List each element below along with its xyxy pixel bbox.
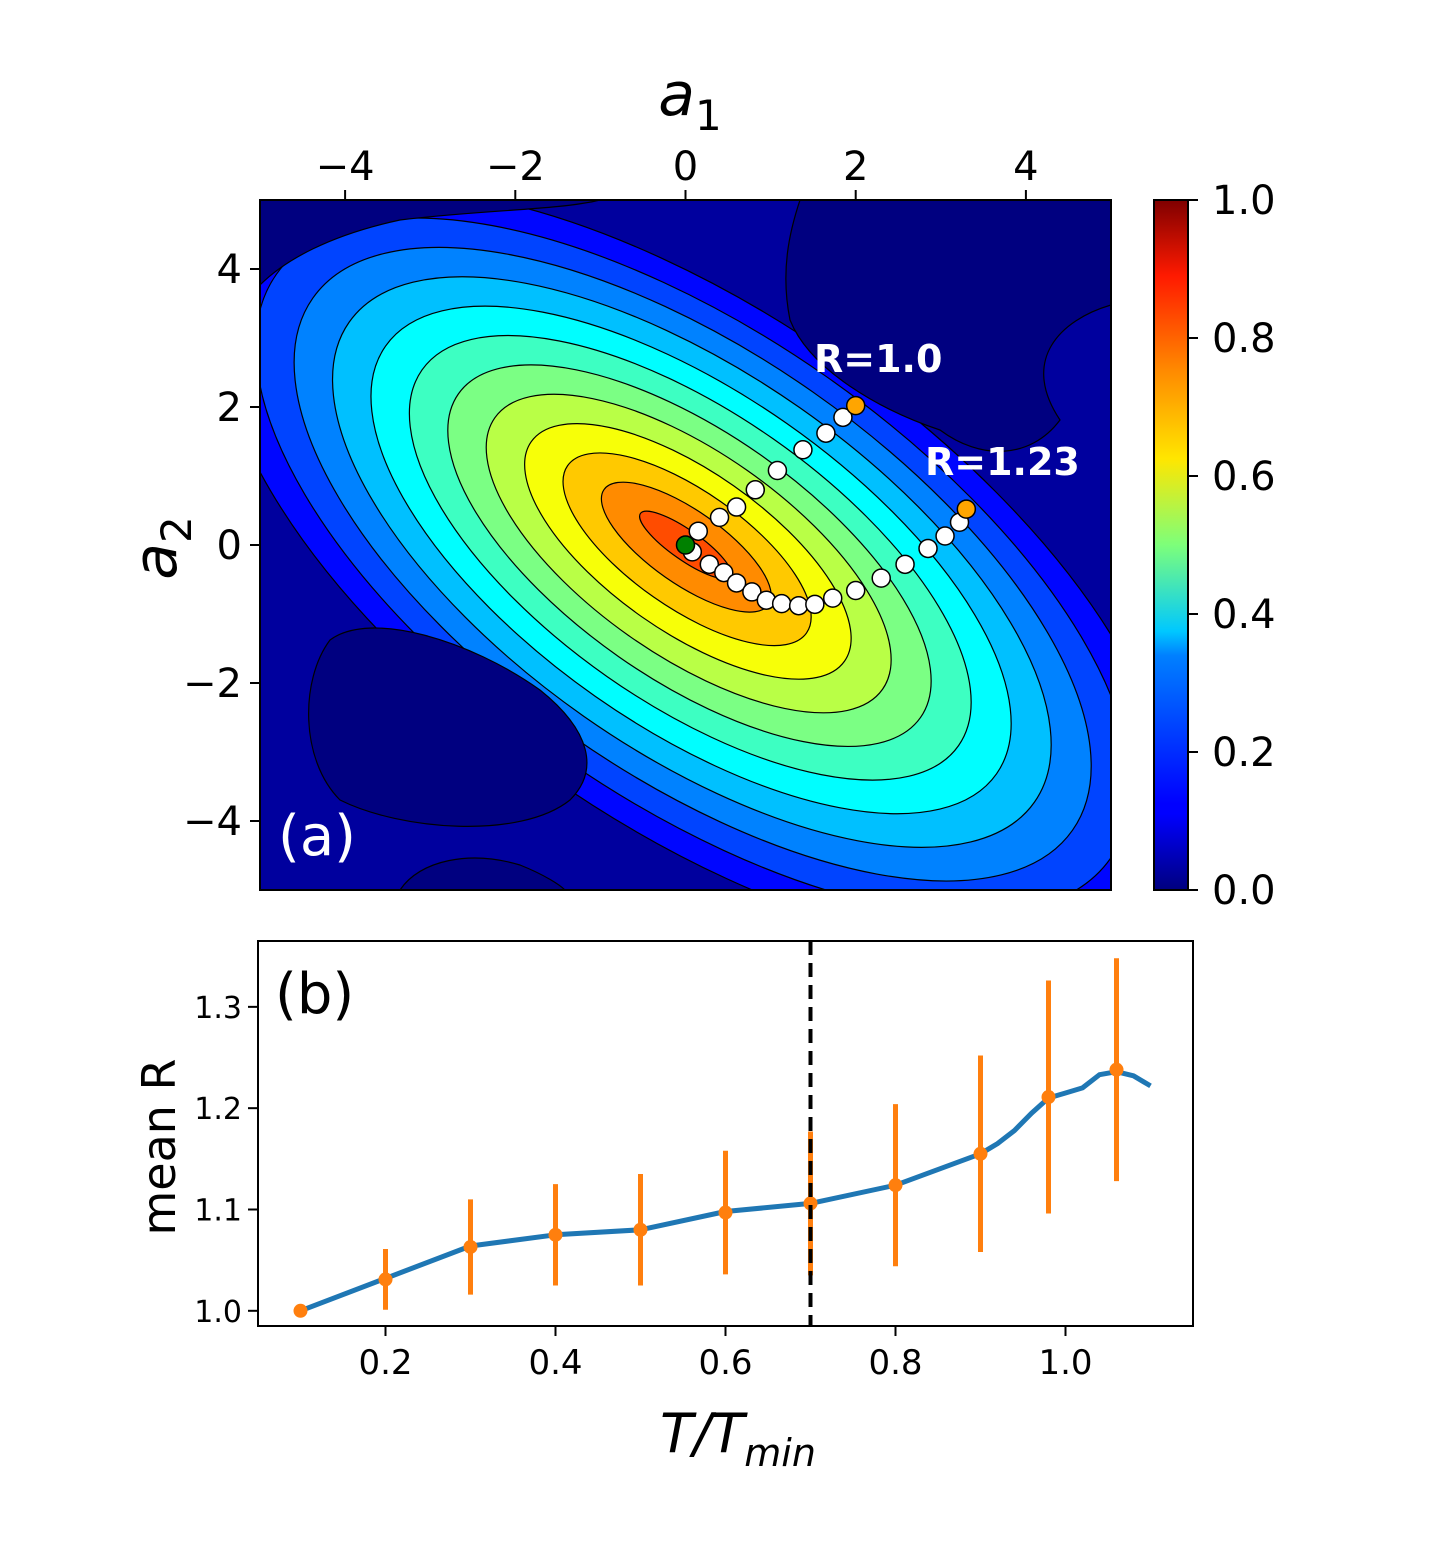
x-tick-label: 2	[843, 144, 868, 190]
colorbar-tick-label: 0.4	[1212, 592, 1276, 638]
trajectory-point	[709, 507, 730, 528]
colorbar-tick-label: 0.6	[1212, 454, 1276, 500]
trajectories	[675, 395, 977, 616]
panel-label-a: (a)	[278, 804, 356, 869]
y-tick-label: 1.0	[194, 1295, 242, 1330]
colorbar-tick-label: 0.8	[1212, 316, 1276, 362]
trajectory-point	[699, 554, 720, 575]
trajectory-point	[688, 521, 709, 541]
colorbar-tick-label: 1.0	[1212, 178, 1276, 224]
x-tick-label: 1.0	[1038, 1343, 1092, 1383]
data-point	[718, 1205, 733, 1220]
panel-b-left-axis: 1.0 1.1 1.2 1.3	[194, 991, 258, 1330]
data-point	[803, 1196, 818, 1211]
trajectory-end-point	[956, 499, 977, 519]
colorbar-frame	[1153, 199, 1189, 891]
colorbar-ticks: 0.0 0.2 0.4 0.6 0.8 1.0	[1188, 178, 1276, 914]
start-point	[675, 535, 696, 555]
trajectory-point	[833, 407, 853, 428]
x-tick-label: 0	[673, 144, 698, 190]
trajectory-point	[767, 460, 788, 481]
trajectory-point	[771, 593, 792, 614]
panel-label-b: (b)	[275, 962, 354, 1027]
contour-low-region	[308, 627, 588, 827]
y-tick-label: 1.2	[194, 1092, 242, 1127]
trajectory-point	[793, 440, 813, 460]
panel-a-left-axis: −4 −2 0 2 4	[183, 247, 260, 845]
y-tick-label: −4	[183, 799, 242, 845]
trajectory-point	[745, 480, 766, 500]
x-tick-label: −4	[316, 144, 375, 190]
x-tick-label: 0.2	[358, 1343, 412, 1383]
contour-low-region	[785, 200, 1111, 452]
y-tick-label: −2	[183, 661, 242, 707]
x-axis-label-a: a1	[658, 60, 722, 140]
trajectory-point	[714, 562, 734, 583]
data-point	[293, 1303, 308, 1318]
trajectory-point	[895, 554, 915, 575]
colorbar-tick-label: 0.2	[1212, 730, 1276, 776]
data-point	[633, 1222, 648, 1237]
y-tick-label: 4	[217, 247, 242, 293]
trajectory-end-point	[845, 395, 866, 416]
data-point	[463, 1239, 478, 1254]
contour-low-region	[260, 200, 601, 286]
annotation-r-1-0: R=1.0	[814, 337, 942, 381]
data-point	[1041, 1090, 1056, 1105]
data-point	[888, 1178, 903, 1193]
data-point	[378, 1272, 393, 1287]
panel-a: −4 −2 0 2 4 −4 −2 0 2 4 a1 a2 (a) R=1.0 R=1.23	[121, 60, 1112, 891]
y-tick-label: 1.1	[194, 1193, 242, 1228]
trajectory-point	[822, 588, 843, 608]
x-tick-label: −2	[486, 144, 545, 190]
trajectory-point	[788, 595, 809, 616]
trajectory-point	[726, 573, 747, 593]
trajectory-point	[845, 580, 866, 601]
y-tick-label: 2	[217, 385, 242, 431]
colorbar-tick-label: 0.0	[1212, 868, 1276, 914]
trajectory-point	[805, 594, 825, 615]
panel-a-top-axis: −4 −2 0 2 4	[316, 144, 1039, 200]
y-tick-label: 0	[217, 523, 242, 569]
x-axis-label-b: T/Tmin	[660, 1402, 816, 1475]
y-axis-label-b: mean R	[132, 1058, 186, 1235]
y-tick-label: 1.3	[194, 991, 242, 1026]
trajectory-point	[742, 582, 762, 602]
colorbar: 0.0 0.2 0.4 0.6 0.8 1.0	[1153, 178, 1276, 914]
x-tick-label: 4	[1013, 144, 1038, 190]
panel-b: 0.2 0.4 0.6 0.8 1.0 1.01.11.21.3 (b) mean R …	[132, 940, 1194, 1475]
trajectory-point	[816, 423, 836, 443]
colorbar-gradient	[1154, 200, 1188, 890]
data-point	[548, 1227, 563, 1242]
data-point	[1109, 1062, 1124, 1077]
x-tick-label: 0.6	[698, 1343, 752, 1383]
trajectory-point	[918, 538, 938, 559]
trajectory-point	[871, 568, 891, 588]
panel-b-plot-area	[293, 941, 1152, 1326]
trajectory-point	[935, 526, 955, 546]
panel-b-bottom-axis: 0.2 0.4 0.6 0.8 1.0	[358, 1326, 1093, 1383]
x-tick-label: 0.8	[868, 1343, 922, 1383]
contour-low-region	[399, 857, 566, 890]
annotation-r-1-23: R=1.23	[925, 440, 1080, 484]
data-point	[973, 1146, 988, 1161]
x-tick-label: 0.4	[528, 1343, 582, 1383]
trajectory-point	[726, 497, 747, 517]
y-axis-label-a: a2	[121, 516, 201, 580]
